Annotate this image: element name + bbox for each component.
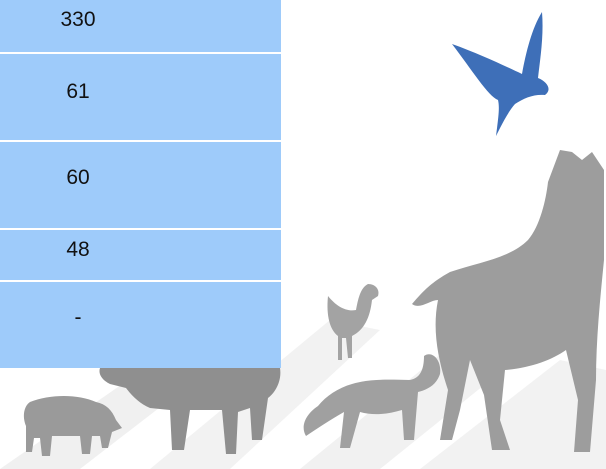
cell-text: 48 — [66, 238, 89, 262]
cell-text: 330 — [60, 8, 95, 32]
table-cell: 330 — [0, 0, 281, 52]
cell-text: - — [75, 306, 82, 330]
table-cell: 48 — [0, 230, 281, 280]
page: 330 61 60 48 - (() => { const data = JSO… — [0, 0, 606, 469]
bird — [452, 12, 549, 136]
table-cell: 60 — [0, 142, 281, 228]
table-cell: 61 — [0, 54, 281, 140]
cell-text: 60 — [66, 166, 89, 190]
table-cell: - — [0, 282, 281, 368]
cell-text: 61 — [66, 80, 89, 104]
